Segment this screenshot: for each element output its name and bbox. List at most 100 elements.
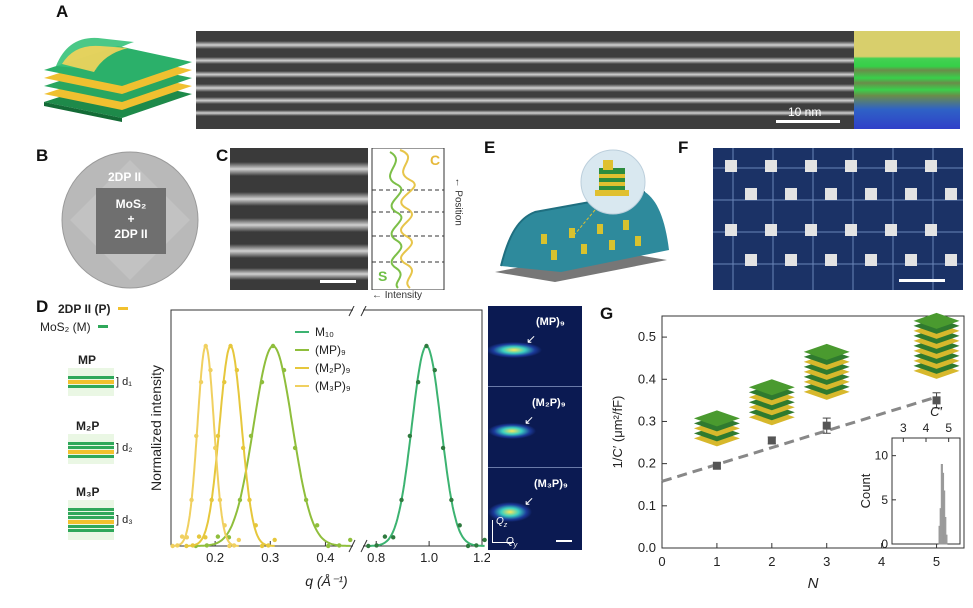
data-point: [822, 421, 831, 430]
axis-break-mark: [348, 539, 368, 553]
structure-m3p-d: ] d₃: [116, 514, 133, 526]
y-axis-label: 1/C′ (μm²/fF): [610, 396, 625, 469]
wafer-inner-label: MoS₂ + 2DP II: [114, 197, 148, 241]
panel-label-a: A: [56, 2, 69, 21]
eels-map: [854, 31, 960, 129]
panel-label-d: D: [36, 297, 49, 316]
inset-m3p: (M₃P)₉ ↙ Qz Qy: [488, 468, 582, 550]
data-point: [932, 396, 941, 405]
x-tick-label: 4: [878, 554, 885, 569]
giwaxs-insets: (MP)₉ ↙ (M₂P)₉ ↙ (M₃P)₉ ↙ Qz Qy: [488, 306, 582, 550]
y-tick-label: 0.3: [638, 413, 656, 428]
inset-x-tick-label: 4: [923, 421, 930, 435]
data-point: [712, 461, 721, 470]
series-point-3: [208, 367, 213, 373]
series-point-3: [213, 445, 218, 451]
series-point-2: [228, 343, 233, 349]
axis-break-gap: [353, 540, 363, 552]
series-point-1: [204, 543, 210, 548]
series-point-0: [449, 497, 454, 503]
series-point-3: [194, 433, 199, 439]
inset-x-tick-label: 3: [900, 421, 907, 435]
inset-m2p: (M₂P)₉ ↙: [488, 387, 582, 468]
scale-bar: [556, 540, 572, 542]
scale-bar: [320, 280, 356, 283]
intensity-axis: ← Intensity: [372, 290, 423, 301]
series-point-2: [190, 543, 195, 548]
inset-y-tick-label: 0: [881, 537, 888, 551]
structure-mp-chip: [68, 368, 114, 396]
series-point-3: [203, 343, 208, 349]
y-tick-label: 0.2: [638, 456, 656, 471]
series-point-2: [203, 535, 208, 540]
capacitance-chart: 0 1 2 3 4 5 0.0 0.1 0.2 0.3 0.4 0.5 N 1/C′ (μm²/fF) 3 4…: [610, 312, 965, 592]
series-line-3: [172, 344, 239, 547]
inset-frame: [891, 437, 961, 545]
series-point-2: [272, 537, 277, 543]
y-tick-label: 0.1: [638, 498, 656, 513]
series-point-0: [424, 343, 429, 349]
series-point-1: [215, 534, 221, 539]
x-tick-label: 5: [933, 554, 940, 569]
series-point-1: [292, 445, 298, 451]
x-tick-label: 1.2: [473, 550, 490, 565]
y-tick-label: 0.0: [638, 540, 656, 555]
wafer-photo: [61, 151, 199, 289]
series-point-1: [348, 537, 353, 543]
qy-label: Qy: [506, 536, 518, 549]
series-point-1: [303, 497, 309, 503]
x-tick-label: 0: [658, 554, 665, 569]
series-point-0: [374, 543, 379, 548]
series-point-2: [209, 497, 214, 503]
series-point-3: [170, 543, 175, 549]
series-point-1: [270, 343, 276, 349]
legend-label-1: (MP)₉: [315, 343, 346, 357]
series-point-3: [217, 497, 223, 503]
series-point-3: [222, 523, 227, 528]
legend-label-0: M₁₀: [315, 325, 334, 339]
structure-m3p-label: M₃P: [76, 485, 100, 499]
y-tick-label: 0.4: [638, 371, 656, 386]
series-point-2: [184, 543, 189, 549]
x-axis-label: q (Å⁻¹): [305, 573, 347, 589]
inset-y-tick-label: 5: [881, 493, 888, 507]
series-point-0: [407, 433, 413, 439]
inset-mp: (MP)₉ ↙: [488, 306, 582, 387]
series-point-0: [457, 523, 462, 528]
series-point-0: [465, 543, 471, 549]
legend-label-3: (M₃P)₉: [315, 379, 351, 393]
legend-mos2: MoS₂ (M): [40, 318, 160, 336]
series-point-2: [215, 433, 221, 439]
legend-label-2: (M₂P)₉: [315, 361, 351, 375]
series-point-3: [184, 535, 190, 540]
data-point: [767, 436, 776, 445]
x-tick-label: 1: [713, 554, 720, 569]
stack-icon-1: [748, 379, 795, 426]
series-point-0: [391, 535, 396, 540]
series-point-2: [259, 543, 265, 549]
series-point-2: [266, 543, 271, 548]
qz-label: Qz: [496, 516, 508, 529]
panel-label-f: F: [678, 138, 689, 157]
stack-illustration: [44, 37, 192, 122]
axis-break-mark-top: [348, 306, 367, 317]
panel-label-b: B: [36, 146, 49, 165]
series-point-3: [231, 543, 237, 548]
series-point-3: [227, 543, 232, 549]
series-point-3: [179, 534, 185, 539]
inset-x-label: C′: [930, 404, 942, 419]
series-point-0: [482, 537, 487, 543]
series-point-1: [281, 367, 287, 373]
xrd-chart: 0.2 0.3 0.4 0.8 1.0 1.2 q (Å⁻¹) Normalized inte…: [148, 306, 490, 589]
legend-2dp: 2DP II (P): [58, 300, 158, 318]
series-point-3: [175, 543, 180, 548]
series-point-2: [196, 534, 202, 539]
x-tick-label: 3: [823, 554, 830, 569]
x-tick-label: 1.0: [420, 550, 438, 565]
series-point-2: [222, 379, 227, 385]
stack-icon-0: [693, 410, 740, 447]
histogram-bar: [944, 517, 947, 545]
series-point-0: [382, 534, 388, 539]
series-point-2: [253, 523, 258, 528]
series-point-3: [189, 497, 194, 503]
